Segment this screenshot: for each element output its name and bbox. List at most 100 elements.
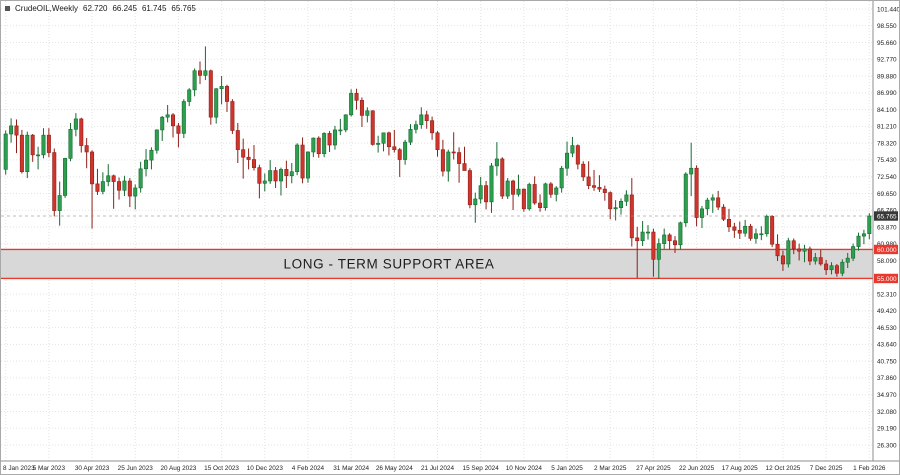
candle-body [467, 170, 472, 206]
svg-text:32.080: 32.080 [877, 409, 897, 416]
candle-body [683, 173, 688, 224]
svg-text:10 Nov 2024: 10 Nov 2024 [506, 465, 543, 472]
candle-body [451, 151, 456, 154]
candle-body [726, 218, 731, 228]
support-area-band[interactable] [1, 249, 873, 279]
candle-body [586, 176, 591, 186]
candle-body [759, 233, 764, 236]
svg-text:43.640: 43.640 [877, 342, 897, 349]
candle-body [813, 257, 818, 262]
candle-body [224, 86, 229, 102]
svg-text:12 Oct 2025: 12 Oct 2025 [766, 465, 801, 472]
candle-body [413, 124, 418, 130]
candle-body [635, 237, 640, 242]
candle-body [748, 225, 753, 239]
candle-body [419, 114, 424, 126]
candle-body [295, 144, 300, 173]
candle-body [138, 168, 143, 189]
candle-body [829, 265, 834, 271]
candle-body [9, 125, 14, 135]
svg-text:2 Mar 2025: 2 Mar 2025 [594, 465, 627, 472]
svg-text:37.860: 37.860 [877, 375, 897, 382]
svg-text:22 Jun 2025: 22 Jun 2025 [679, 465, 715, 472]
candle-body [532, 184, 537, 204]
svg-text:66.760: 66.760 [877, 208, 897, 215]
candle-body [154, 129, 159, 151]
current-price-tag-label: 65.765 [877, 213, 897, 220]
price-axis[interactable]: 101.440 98.550 95.660 92.770 89.880 86.990 84.… [877, 6, 899, 449]
candle-body [435, 132, 440, 150]
candle-body [144, 159, 149, 170]
svg-text:21 Jul 2024: 21 Jul 2024 [421, 465, 454, 472]
candle-body [246, 156, 251, 160]
svg-text:5 Jan 2025: 5 Jan 2025 [551, 465, 583, 472]
candle-body [198, 70, 203, 76]
candle-body [613, 207, 618, 210]
support-area-label[interactable]: LONG - TERM SUPPORT AREA [284, 256, 495, 271]
candle-body [845, 257, 850, 263]
candle-body [278, 169, 283, 182]
candle-body [565, 152, 570, 169]
candle-body [268, 170, 273, 182]
candle-body [743, 225, 748, 234]
candle-body [802, 248, 807, 252]
svg-text:52.310: 52.310 [877, 291, 897, 298]
candle-body [235, 130, 240, 150]
candle-body [861, 233, 866, 237]
candle-body [192, 70, 197, 91]
candle-body [203, 70, 208, 76]
candle-body [14, 125, 19, 136]
candle-body [343, 114, 348, 131]
candle-body [716, 197, 721, 208]
svg-text:46.530: 46.530 [877, 325, 897, 332]
candle-body [521, 188, 526, 210]
support-top-price-tag [874, 244, 898, 255]
candle-body [851, 246, 856, 259]
svg-text:75.430: 75.430 [877, 157, 897, 164]
candle-body [359, 100, 364, 116]
candle-body [705, 199, 710, 210]
candle-body [52, 152, 57, 211]
candle-body [100, 181, 105, 192]
candle-body [689, 167, 694, 175]
candles [3, 46, 872, 279]
svg-text:58.090: 58.090 [877, 258, 897, 265]
svg-text:15 Sep 2024: 15 Sep 2024 [463, 465, 500, 472]
candle-body [840, 261, 845, 274]
candle-body [381, 132, 386, 144]
current-price-tag [874, 211, 898, 221]
candle-body [284, 169, 289, 177]
candle-body [36, 154, 41, 157]
candle-body [753, 233, 758, 239]
candle-body [608, 192, 613, 210]
candle-body [667, 234, 672, 242]
svg-text:49.420: 49.420 [877, 308, 897, 315]
candle-body [694, 167, 699, 218]
candle-body [214, 88, 219, 118]
svg-text:40.750: 40.750 [877, 358, 897, 365]
candle-body [770, 216, 775, 245]
candle-body [316, 137, 321, 155]
candle-body [575, 145, 580, 165]
candle-body [338, 129, 343, 132]
candle-body [780, 255, 785, 265]
candle-body [824, 263, 829, 271]
candle-body [834, 265, 839, 274]
svg-text:84.100: 84.100 [877, 107, 897, 114]
candle-body [95, 183, 100, 192]
candle-body [68, 129, 73, 159]
candle-body [354, 93, 359, 101]
svg-text:34.970: 34.970 [877, 392, 897, 399]
candle-body [149, 149, 154, 161]
candle-body [710, 197, 715, 201]
candle-body [424, 114, 429, 121]
candle-body [791, 240, 796, 250]
candle-body [430, 120, 435, 134]
candle-body [176, 125, 181, 134]
candle-body [764, 216, 769, 235]
svg-text:60.980: 60.980 [877, 241, 897, 248]
svg-text:101.440: 101.440 [877, 6, 899, 13]
